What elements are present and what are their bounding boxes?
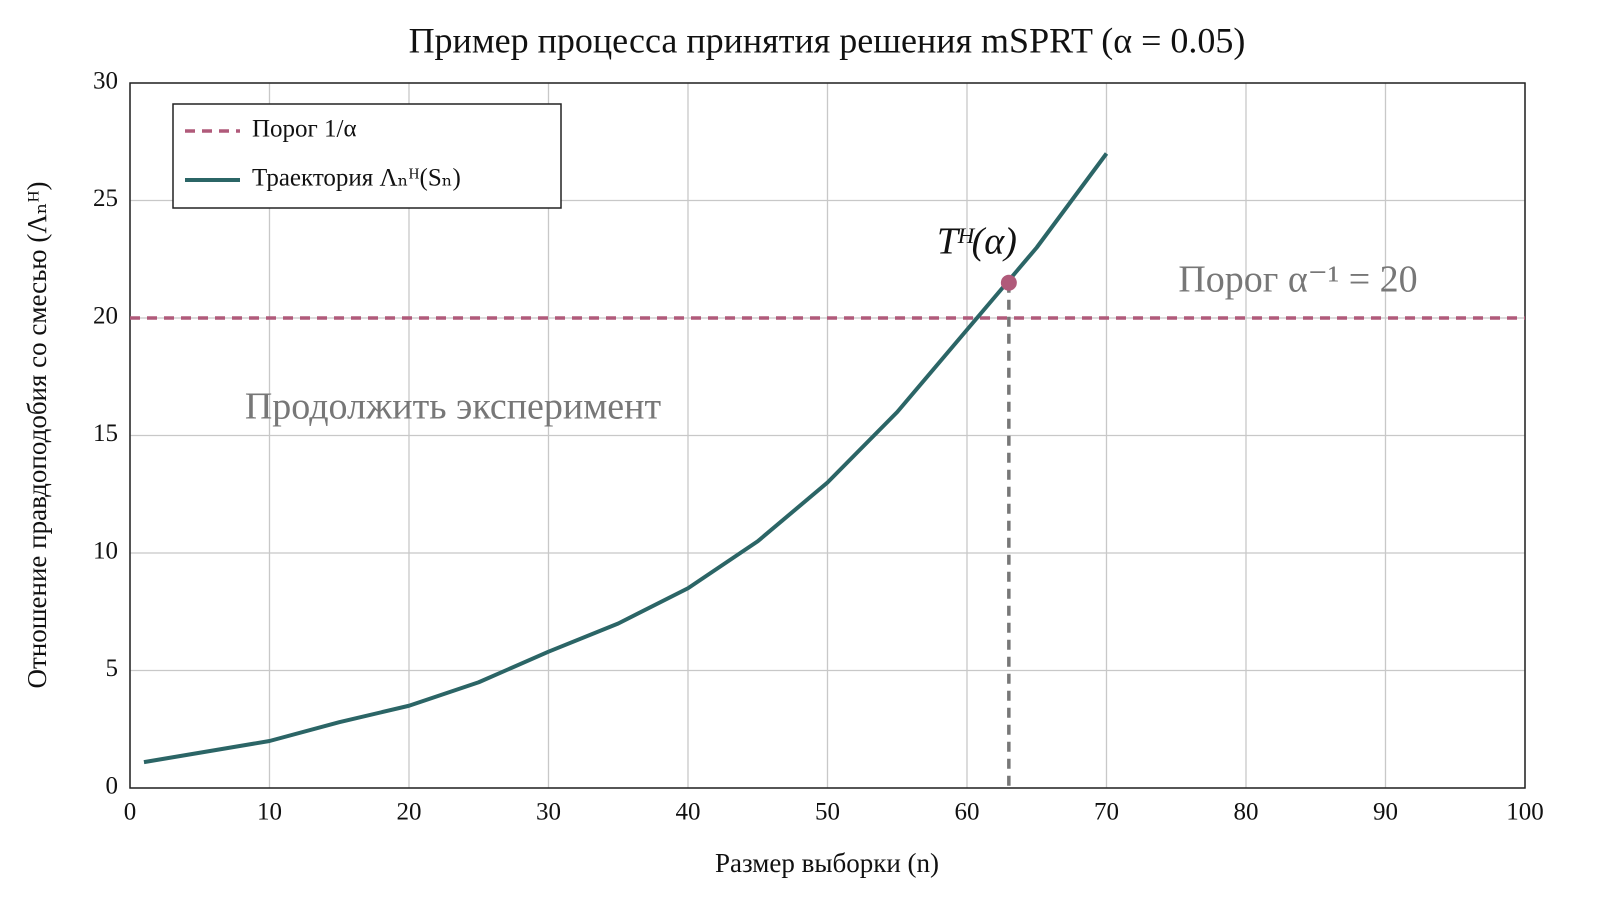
y-tick-label: 25 xyxy=(93,185,118,212)
annotation: Порог α⁻¹ = 20 xyxy=(1178,259,1417,301)
legend: Порог 1/α Траектория Λₙᴴ(Sₙ) xyxy=(172,103,562,209)
x-tick-label: 70 xyxy=(1094,799,1119,826)
x-tick-label: 20 xyxy=(397,799,422,826)
x-tick-label: 100 xyxy=(1506,799,1544,826)
marker-label: Tᴴ(α) xyxy=(937,220,1017,262)
legend-label: Траектория Λₙᴴ(Sₙ) xyxy=(252,165,461,192)
x-tick-label: 10 xyxy=(257,799,282,826)
x-axis-label: Размер выборки (n) xyxy=(715,848,939,878)
x-tick-label: 80 xyxy=(1234,799,1259,826)
x-tick-label: 50 xyxy=(815,799,840,826)
x-tick-label: 40 xyxy=(676,799,701,826)
x-tick-label: 0 xyxy=(124,799,137,826)
chart-title: Пример процесса принятия решения mSPRT (… xyxy=(409,20,1246,60)
x-tick-label: 90 xyxy=(1373,799,1398,826)
annotation: Продолжить эксперимент xyxy=(245,386,662,428)
y-axis-label: Отношение правдоподобия со смесью (Λₙᴴ) xyxy=(22,182,52,689)
plot-frame xyxy=(129,82,1526,789)
x-tick-label: 60 xyxy=(955,799,980,826)
x-tick-label: 30 xyxy=(536,799,561,826)
legend-label: Порог 1/α xyxy=(252,116,357,143)
y-tick-label: 10 xyxy=(93,538,118,565)
marker-point xyxy=(1000,274,1017,291)
line-series xyxy=(143,152,1109,765)
y-tick-label: 20 xyxy=(93,303,118,330)
y-tick-label: 30 xyxy=(93,68,118,95)
y-tick-label: 15 xyxy=(93,420,118,447)
y-tick-label: 0 xyxy=(106,773,119,800)
y-tick-label: 5 xyxy=(106,655,119,682)
legend-box xyxy=(172,103,562,209)
